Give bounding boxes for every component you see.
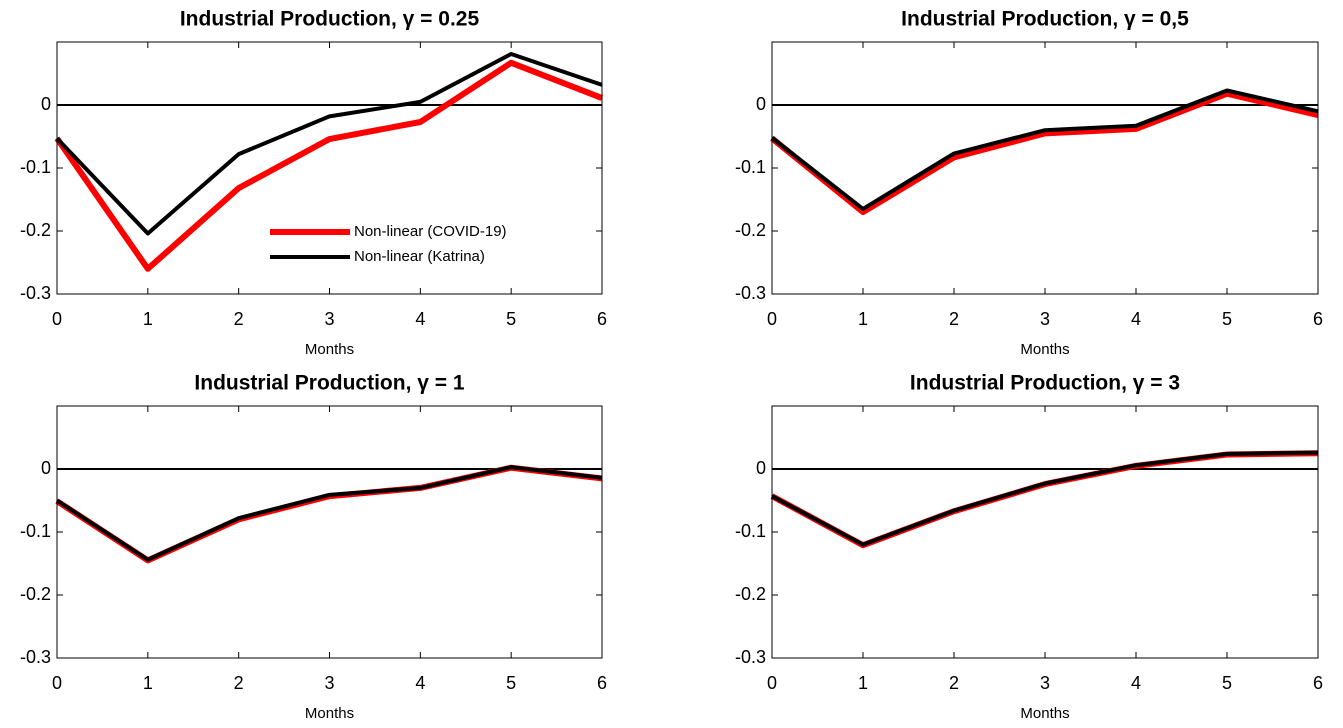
y-tick-label: -0.1 [20, 521, 51, 541]
y-tick-label: -0.2 [20, 220, 51, 240]
y-tick-label: 0 [756, 94, 766, 114]
y-tick-label: -0.2 [20, 584, 51, 604]
series-line [770, 90, 1319, 216]
x-axis-label: Months [1020, 341, 1069, 358]
x-tick-label: 6 [1313, 673, 1323, 693]
y-tick-label: -0.3 [20, 283, 51, 303]
axes-frame [771, 41, 1319, 295]
y-tick-label: -0.2 [735, 220, 766, 240]
x-tick-label: 0 [767, 673, 777, 693]
x-tick-label: 6 [1313, 309, 1323, 329]
x-tick-label: 6 [597, 673, 607, 693]
x-tick-label: 0 [52, 673, 62, 693]
x-axis-label: Months [305, 705, 354, 722]
x-tick-label: 1 [858, 309, 868, 329]
y-tick-label: -0.3 [735, 283, 766, 303]
series-line [55, 51, 603, 236]
x-tick-label: 1 [858, 673, 868, 693]
series-line [770, 450, 1319, 549]
y-tick-label: 0 [41, 458, 51, 478]
x-tick-label: 6 [597, 309, 607, 329]
series-line [770, 88, 1319, 211]
chart-title: Industrial Production, γ = 0,5 [901, 8, 1189, 31]
axes-frame [771, 405, 1319, 659]
x-tick-label: 5 [506, 309, 516, 329]
x-tick-label: 2 [949, 673, 959, 693]
y-tick-label: -0.1 [20, 157, 51, 177]
y-tick-label: -0.3 [735, 647, 766, 667]
legend-label: Non-linear (COVID-19) [354, 223, 507, 240]
x-tick-label: 2 [234, 673, 244, 693]
y-tick-label: -0.3 [20, 647, 51, 667]
series-line [54, 59, 604, 272]
x-tick-label: 4 [415, 673, 425, 693]
x-tick-label: 2 [949, 309, 959, 329]
y-tick-label: -0.1 [735, 521, 766, 541]
axes-frame [56, 41, 603, 295]
x-tick-label: 3 [324, 673, 334, 693]
y-tick-label: 0 [756, 458, 766, 478]
x-tick-label: 0 [767, 309, 777, 329]
chart-title: Industrial Production, γ = 3 [910, 372, 1180, 395]
y-tick-label: -0.2 [735, 584, 766, 604]
chart-title: Industrial Production, γ = 0.25 [180, 8, 480, 31]
x-tick-label: 4 [1131, 673, 1141, 693]
x-tick-label: 5 [506, 673, 516, 693]
x-tick-label: 5 [1222, 673, 1232, 693]
series-line [55, 464, 603, 564]
x-tick-label: 3 [324, 309, 334, 329]
x-tick-label: 5 [1222, 309, 1232, 329]
chart-title: Industrial Production, γ = 1 [194, 372, 464, 395]
x-tick-label: 0 [52, 309, 62, 329]
x-tick-label: 3 [1040, 309, 1050, 329]
x-tick-label: 3 [1040, 673, 1050, 693]
y-tick-label: 0 [41, 94, 51, 114]
x-tick-label: 1 [143, 309, 153, 329]
legend-label: Non-linear (Katrina) [354, 248, 485, 265]
x-axis-label: Months [1020, 705, 1069, 722]
x-tick-label: 4 [415, 309, 425, 329]
x-axis-label: Months [305, 341, 354, 358]
series-line [771, 450, 1319, 547]
x-tick-label: 1 [143, 673, 153, 693]
axes-frame [56, 405, 603, 659]
x-tick-label: 4 [1131, 309, 1141, 329]
x-tick-label: 2 [234, 309, 244, 329]
series-line [55, 465, 603, 562]
y-tick-label: -0.1 [735, 157, 766, 177]
